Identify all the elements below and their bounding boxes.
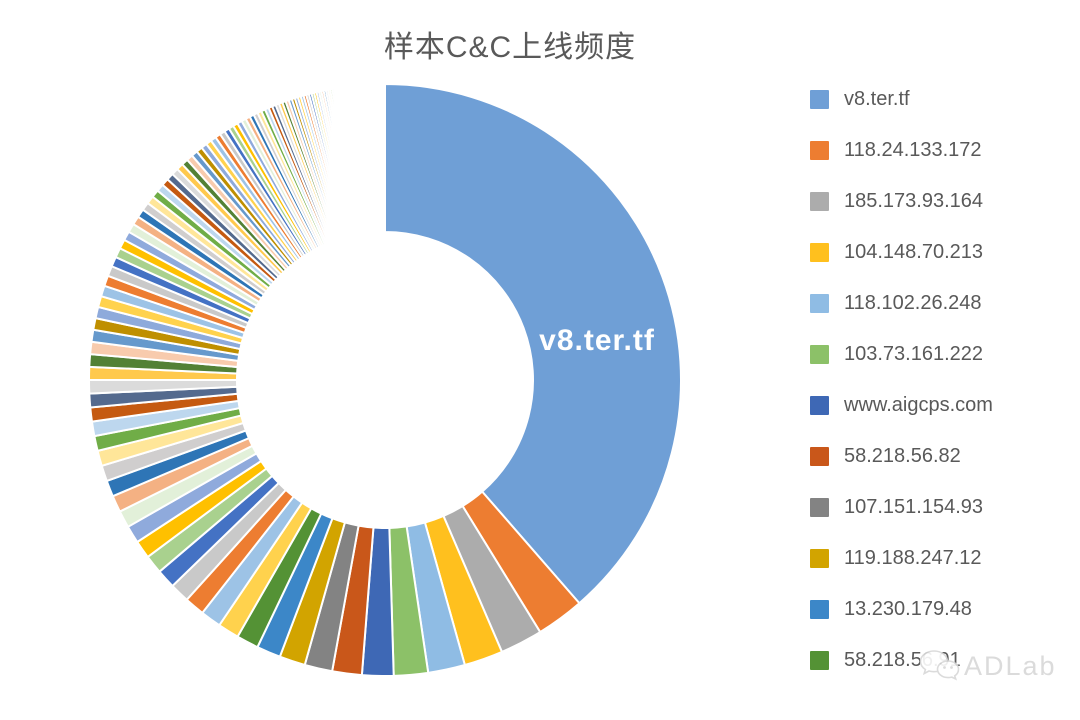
chart-title: 样本C&C上线频度: [383, 31, 637, 64]
legend-label: 118.102.26.248: [844, 292, 982, 314]
pie-slice: [384, 82, 682, 605]
legend-swatch: [810, 243, 829, 262]
legend-item: v8.ter.tf: [810, 88, 993, 110]
legend-label: 185.173.93.164: [844, 190, 984, 212]
legend-swatch: [810, 447, 829, 466]
legend-swatch: [810, 345, 829, 364]
legend-item: 118.102.26.248: [810, 292, 993, 314]
legend-swatch: [810, 600, 829, 619]
legend-swatch: [810, 549, 829, 568]
legend-item: 103.73.161.222: [810, 343, 993, 365]
legend-label: v8.ter.tf: [844, 88, 910, 110]
big-slice-label: v8.ter.tf: [539, 324, 655, 357]
legend-item: 107.151.154.93: [810, 496, 993, 518]
legend-item: 118.24.133.172: [810, 139, 993, 161]
legend-swatch: [810, 141, 829, 160]
legend: v8.ter.tf 118.24.133.172 185.173.93.164 104…: [810, 88, 993, 701]
legend-item: 13.230.179.48: [810, 598, 993, 620]
watermark: ADLab: [918, 648, 1057, 684]
legend-label: www.aigcps.com: [844, 394, 993, 416]
legend-item: www.aigcps.com: [810, 394, 993, 416]
legend-label: 13.230.179.48: [844, 598, 972, 620]
wechat-icon: [919, 650, 960, 681]
legend-swatch: [810, 498, 829, 517]
pie-slice: [383, 82, 386, 234]
legend-label: 58.218.56.82: [844, 445, 961, 467]
legend-swatch: [810, 651, 829, 670]
watermark-text: ADLab: [964, 650, 1057, 681]
legend-label: 119.188.247.12: [844, 547, 982, 569]
legend-swatch: [810, 294, 829, 313]
legend-item: 58.218.56.82: [810, 445, 993, 467]
legend-item: 185.173.93.164: [810, 190, 993, 212]
legend-swatch: [810, 90, 829, 109]
legend-item: 104.148.70.213: [810, 241, 993, 263]
legend-label: 103.73.161.222: [844, 343, 984, 365]
legend-swatch: [810, 396, 829, 415]
legend-swatch: [810, 192, 829, 211]
legend-label: 104.148.70.213: [844, 241, 984, 263]
legend-item: 119.188.247.12: [810, 547, 993, 569]
legend-label: 107.151.154.93: [844, 496, 984, 518]
legend-label: 118.24.133.172: [844, 139, 982, 161]
